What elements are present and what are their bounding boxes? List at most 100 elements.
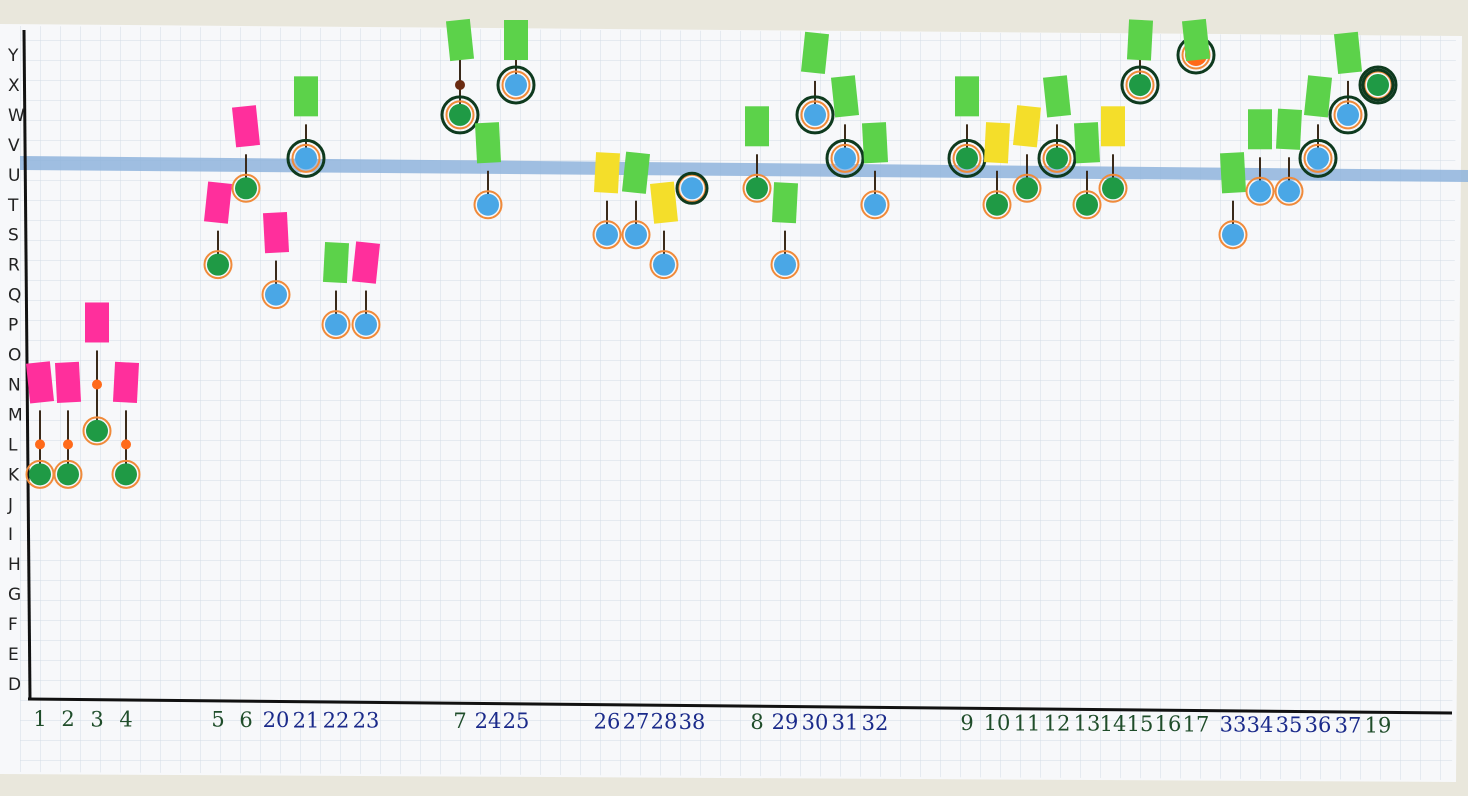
dot-ring bbox=[982, 190, 1012, 220]
y-axis-label: X bbox=[8, 76, 20, 96]
sticky-note-green bbox=[771, 182, 799, 224]
dot-ring bbox=[261, 280, 291, 310]
sticky-note-green bbox=[955, 76, 979, 117]
x-axis-label: 35 bbox=[1276, 713, 1303, 737]
reading-dot bbox=[1307, 147, 1329, 170]
reading-dot bbox=[235, 177, 257, 200]
dot-ring bbox=[501, 70, 531, 100]
x-axis-label: 19 bbox=[1365, 713, 1392, 737]
dot-ring bbox=[770, 250, 800, 280]
sticky-note-green bbox=[1303, 75, 1333, 118]
reading-dot bbox=[35, 439, 45, 450]
student-marker bbox=[53, 361, 83, 489]
x-axis-label: 17 bbox=[1183, 712, 1210, 736]
reading-dot bbox=[505, 73, 527, 96]
dot-outline bbox=[496, 65, 536, 105]
sticky-note-pink bbox=[262, 212, 290, 254]
y-axis-label: F bbox=[8, 615, 18, 635]
dot-outline bbox=[795, 95, 835, 135]
student-marker bbox=[795, 31, 835, 135]
student-marker bbox=[1072, 122, 1102, 220]
reading-dot bbox=[1278, 180, 1300, 203]
x-axis-label: 24 bbox=[475, 709, 502, 733]
dot-ring bbox=[952, 143, 982, 173]
student-marker bbox=[261, 212, 291, 310]
reading-dot bbox=[115, 463, 137, 486]
x-axis-label: 15 bbox=[1127, 712, 1154, 736]
x-axis-label: 7 bbox=[453, 709, 466, 733]
x-axis-label: 2 bbox=[61, 707, 74, 731]
x-axis-label: 25 bbox=[503, 709, 530, 733]
reading-dot bbox=[956, 147, 978, 170]
student-marker bbox=[351, 241, 381, 340]
y-axis-label: D bbox=[8, 675, 21, 695]
student-marker bbox=[1176, 18, 1216, 75]
reading-dot bbox=[121, 439, 131, 450]
sticky-note-green bbox=[1333, 31, 1363, 75]
sticky-note-green bbox=[1126, 19, 1154, 61]
dot-ring bbox=[203, 250, 233, 280]
dot-ring bbox=[231, 173, 261, 203]
dot-ring bbox=[1333, 100, 1363, 130]
student-marker bbox=[1120, 19, 1160, 105]
reading-dot bbox=[92, 379, 102, 390]
student-marker bbox=[742, 106, 772, 203]
reading-dot bbox=[625, 223, 647, 246]
y-axis-label: O bbox=[8, 346, 21, 366]
student-markers bbox=[25, 18, 1398, 489]
dot-ring bbox=[621, 220, 651, 250]
sticky-note-yellow bbox=[1101, 106, 1125, 147]
dot-ring bbox=[473, 190, 503, 220]
reading-dot bbox=[355, 313, 377, 336]
dot-outline bbox=[1298, 138, 1338, 178]
dot-ring bbox=[1303, 143, 1333, 173]
reading-dot bbox=[265, 283, 287, 306]
dot-ring bbox=[800, 100, 830, 130]
x-axis-label: 4 bbox=[119, 708, 132, 732]
reading-dot bbox=[1076, 193, 1098, 216]
dot-ring bbox=[1218, 220, 1248, 250]
sticky-note-pink bbox=[203, 181, 233, 224]
x-axis-label: 23 bbox=[353, 709, 380, 733]
y-axis-label: W bbox=[8, 106, 25, 126]
y-axis-label: V bbox=[8, 136, 20, 156]
reading-dot bbox=[1367, 73, 1389, 96]
reading-dot bbox=[325, 313, 347, 336]
x-axis-label: 1 bbox=[33, 707, 46, 731]
dot-ring bbox=[592, 220, 622, 250]
dot-ring bbox=[111, 459, 141, 489]
sticky-note-yellow bbox=[649, 181, 679, 224]
reading-dot bbox=[1222, 223, 1244, 246]
sticky-note-green bbox=[294, 76, 318, 117]
x-axis-label: 36 bbox=[1305, 713, 1332, 737]
x-axis-label: 38 bbox=[679, 710, 706, 734]
y-axis-label: I bbox=[8, 525, 13, 545]
y-axis-label: U bbox=[8, 166, 20, 186]
y-axis-label: K bbox=[8, 465, 20, 485]
dot-ring bbox=[1274, 176, 1304, 206]
x-axis-label: 31 bbox=[832, 711, 859, 735]
dot-ring bbox=[1125, 70, 1155, 100]
sticky-note-pink bbox=[112, 361, 140, 403]
x-axis-label: 34 bbox=[1247, 713, 1274, 737]
x-axis-label: 14 bbox=[1100, 712, 1127, 736]
reading-dot bbox=[86, 419, 108, 442]
reference-band bbox=[20, 156, 1468, 182]
x-axis-label: 22 bbox=[323, 708, 350, 732]
reading-dot bbox=[1337, 103, 1359, 126]
x-axis-label: 3 bbox=[90, 707, 103, 731]
reading-dot bbox=[63, 439, 73, 450]
student-marker bbox=[82, 302, 112, 446]
sticky-note-pink bbox=[25, 361, 55, 404]
x-axis-label: 5 bbox=[211, 708, 224, 732]
x-axis-label: 10 bbox=[984, 711, 1011, 735]
reading-dot bbox=[596, 223, 618, 246]
y-axis-label: P bbox=[8, 316, 18, 336]
x-axis-label: 21 bbox=[293, 708, 320, 732]
reading-dot bbox=[57, 463, 79, 486]
y-axis-label: Q bbox=[8, 286, 21, 306]
x-axis-label: 37 bbox=[1335, 713, 1362, 737]
dot-ring bbox=[1042, 143, 1072, 173]
y-axis-label: N bbox=[8, 375, 21, 395]
